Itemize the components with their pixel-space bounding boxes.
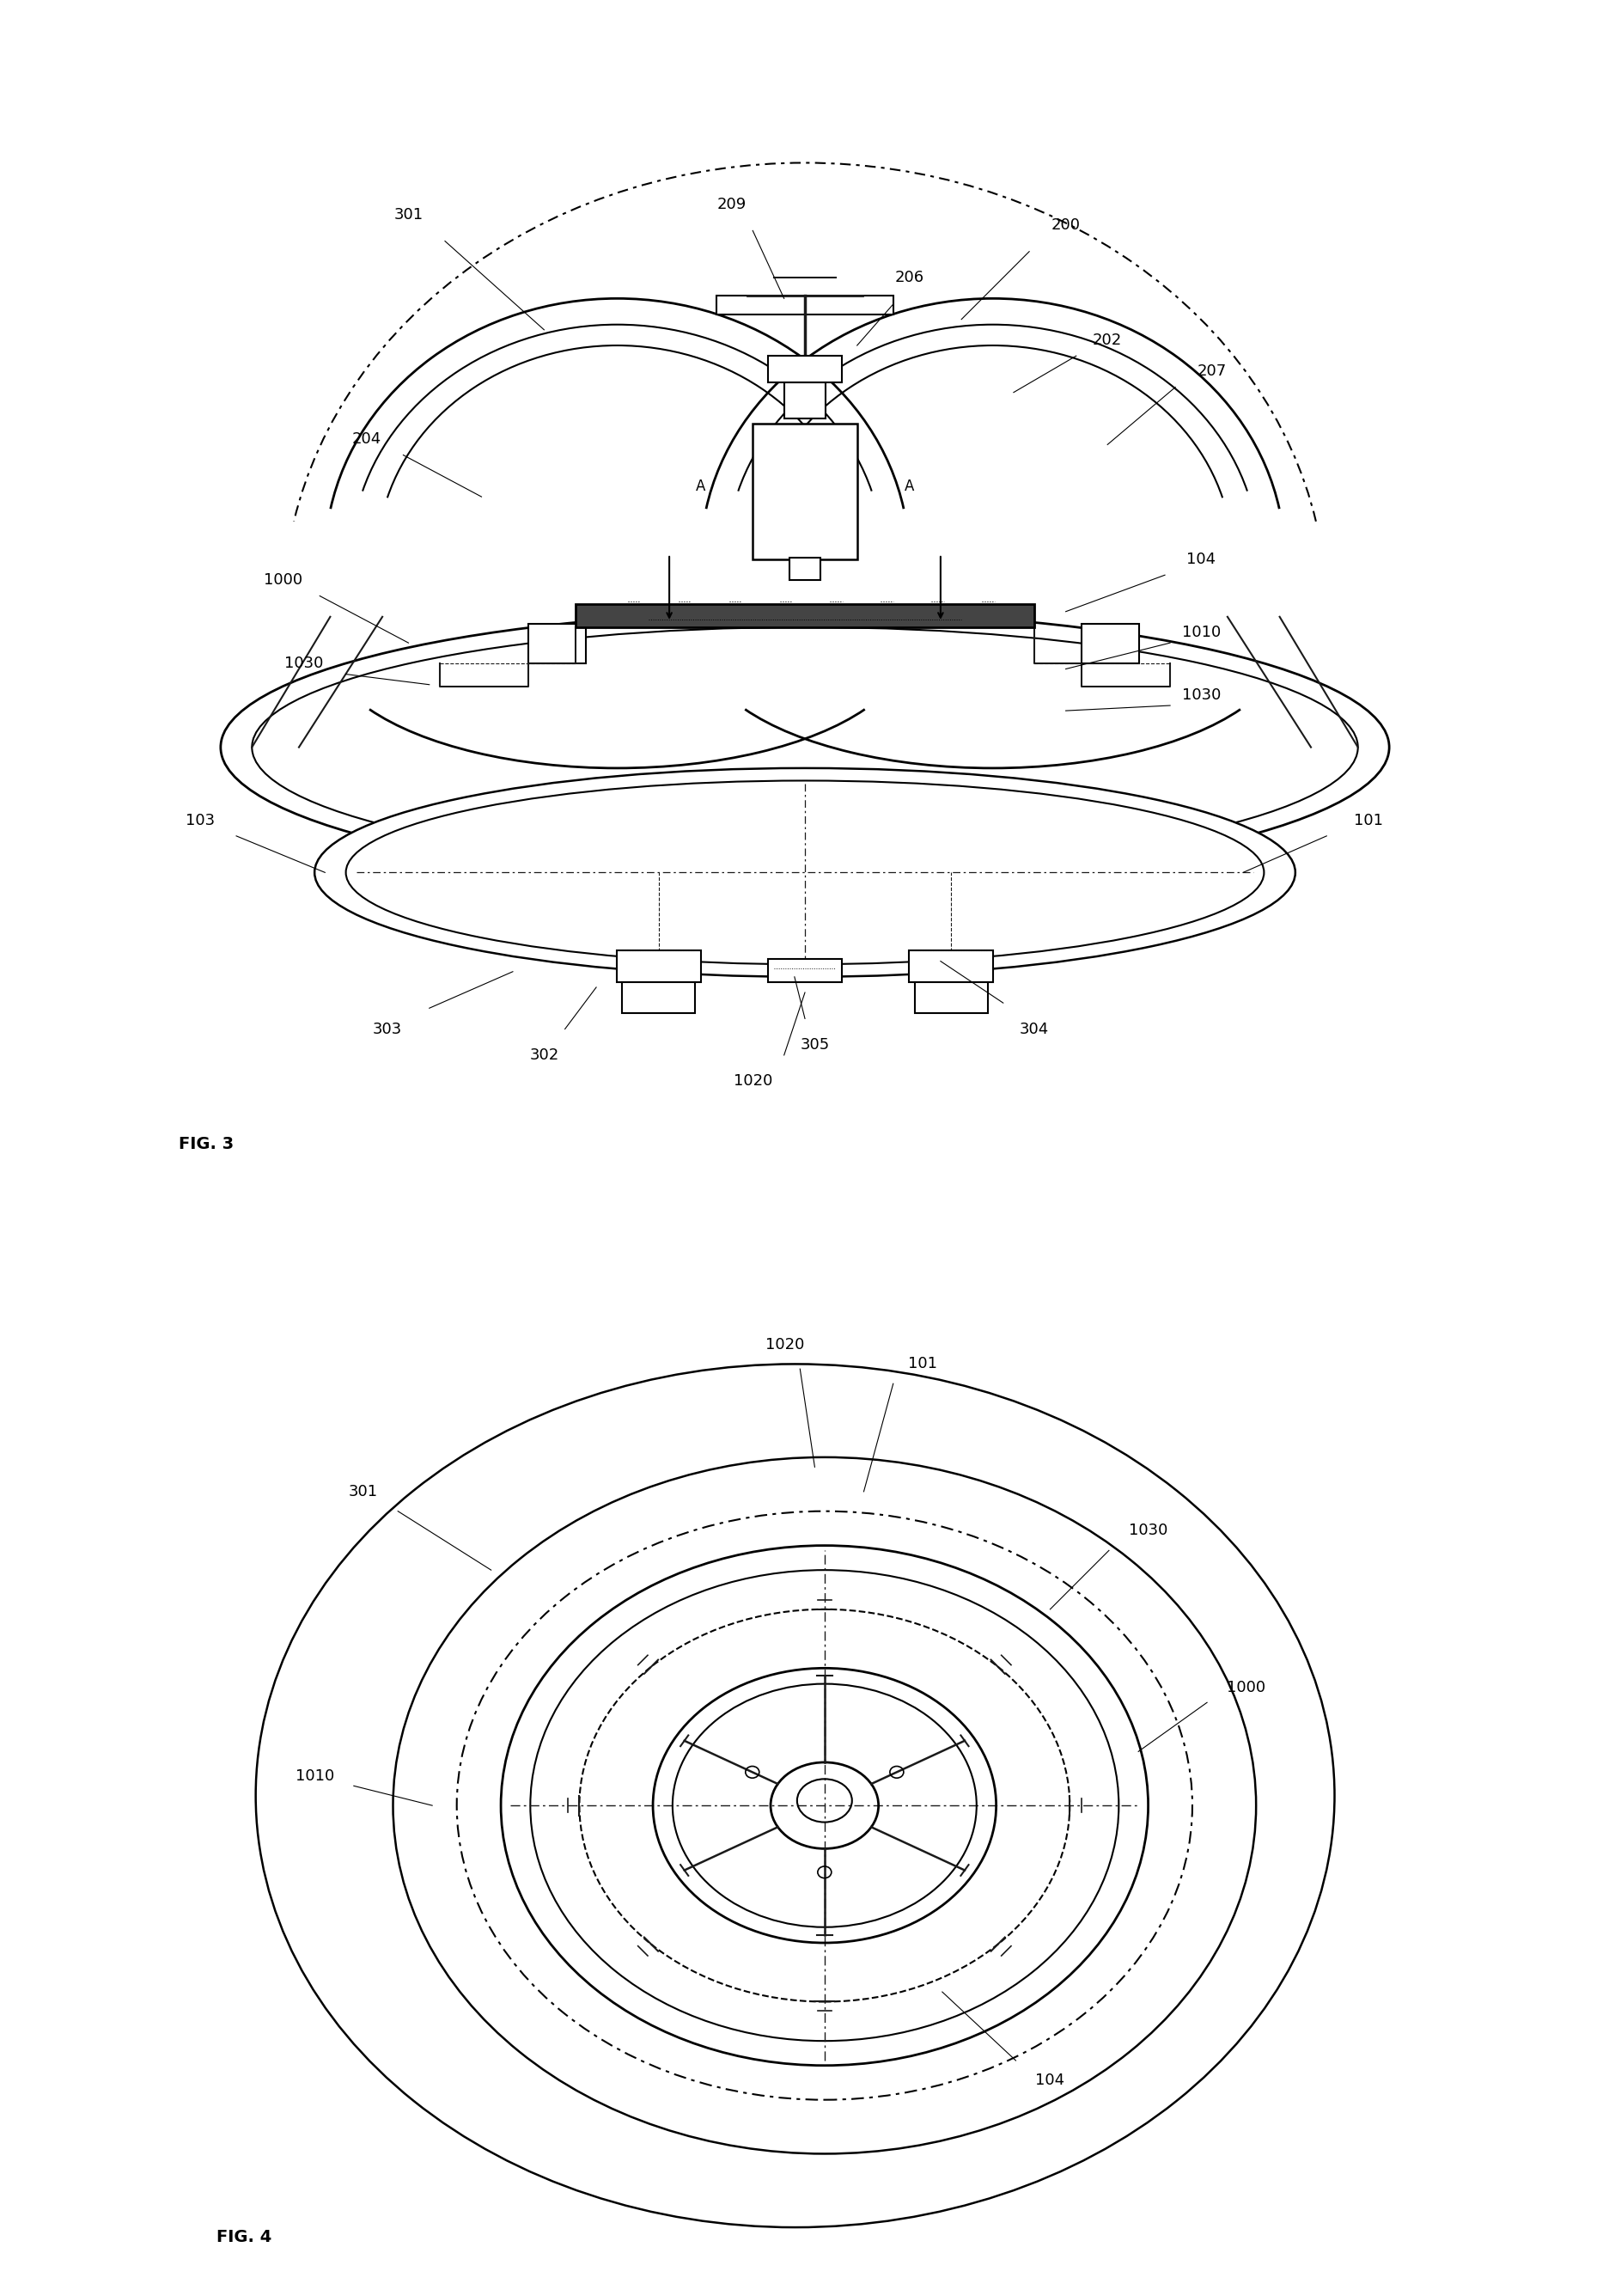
FancyBboxPatch shape [716, 296, 893, 315]
FancyBboxPatch shape [767, 356, 842, 381]
Text: 207: 207 [1197, 363, 1226, 379]
Text: 1000: 1000 [264, 572, 302, 588]
Text: A: A [695, 478, 705, 494]
FancyBboxPatch shape [767, 960, 842, 983]
Text: 303: 303 [373, 1022, 402, 1038]
Text: 305: 305 [800, 1038, 830, 1052]
Text: 1010: 1010 [294, 1768, 333, 1784]
Ellipse shape [314, 769, 1295, 976]
Text: 1020: 1020 [732, 1075, 772, 1088]
Text: 104: 104 [1186, 551, 1215, 567]
FancyBboxPatch shape [909, 951, 993, 983]
FancyBboxPatch shape [1081, 625, 1138, 664]
Text: 1000: 1000 [1226, 1681, 1265, 1694]
Text: 1030: 1030 [1128, 1522, 1167, 1538]
Text: 1030: 1030 [285, 657, 323, 670]
FancyBboxPatch shape [574, 604, 1035, 627]
Text: 209: 209 [716, 197, 747, 211]
FancyBboxPatch shape [616, 951, 700, 983]
FancyBboxPatch shape [528, 625, 586, 664]
Text: 202: 202 [1093, 333, 1121, 349]
Text: FIG. 3: FIG. 3 [179, 1137, 233, 1153]
Text: 101: 101 [907, 1357, 936, 1371]
FancyBboxPatch shape [788, 558, 821, 581]
FancyBboxPatch shape [623, 983, 695, 1013]
Text: 301: 301 [349, 1483, 378, 1499]
Text: 301: 301 [394, 207, 423, 223]
Text: 304: 304 [1018, 1022, 1049, 1038]
Text: 104: 104 [1035, 2073, 1064, 2087]
Text: FIG. 4: FIG. 4 [216, 2229, 272, 2245]
FancyBboxPatch shape [753, 425, 856, 560]
FancyBboxPatch shape [784, 381, 825, 418]
Text: 200: 200 [1051, 218, 1080, 234]
FancyBboxPatch shape [914, 983, 986, 1013]
Text: 1010: 1010 [1181, 625, 1220, 641]
Text: 302: 302 [529, 1047, 558, 1063]
Text: 103: 103 [185, 813, 214, 829]
Text: 101: 101 [1353, 813, 1382, 829]
Text: A: A [904, 478, 914, 494]
Text: 206: 206 [895, 271, 924, 285]
Text: 1030: 1030 [1181, 687, 1220, 703]
Text: 1020: 1020 [766, 1336, 804, 1352]
Text: 204: 204 [352, 432, 381, 448]
